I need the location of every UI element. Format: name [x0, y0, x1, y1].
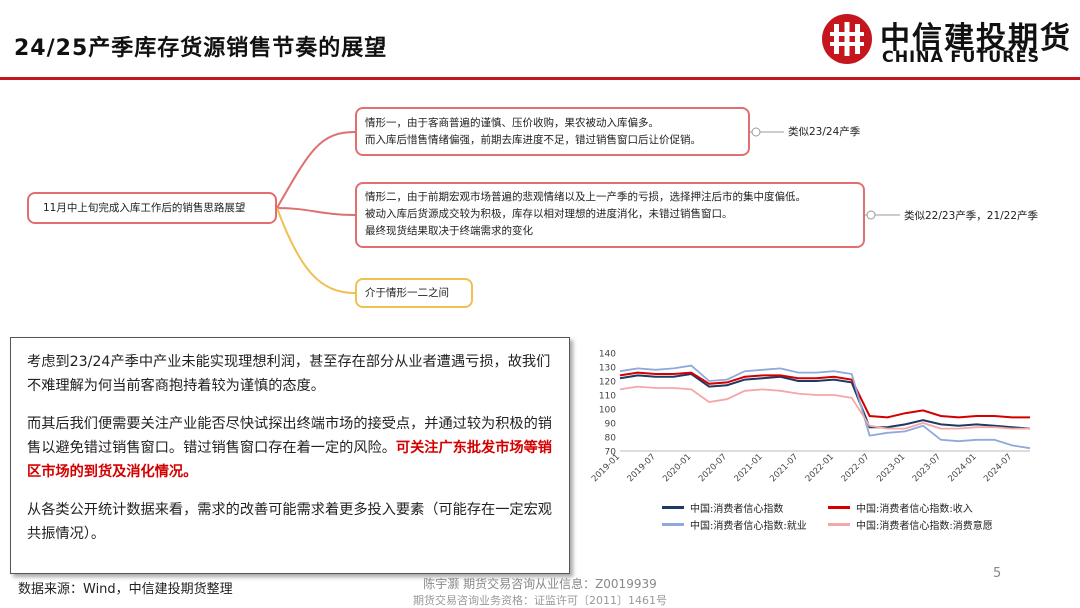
- title-divider: [0, 77, 1080, 80]
- y-tick-label: 130: [599, 364, 616, 374]
- data-source: 数据来源：Wind，中信建投期货整理: [18, 582, 233, 597]
- legend-item-1: 中国:消费者信心指数: [662, 500, 783, 515]
- branch-2-line-1: 情形二，由于前期宏观市场普遍的悲观情绪以及上一产季的亏损，选择押注后市的集中度偏…: [365, 191, 806, 203]
- logo-text-cn: 中信建投期货: [880, 21, 1072, 56]
- series-line-1: [619, 372, 1031, 430]
- branch-3-label: 介于情形一二之间: [365, 286, 449, 299]
- mindmap-branch-3: 介于情形一二之间: [355, 278, 473, 308]
- series-line-4: [619, 385, 1030, 430]
- legend-label-2: 中国:消费者信心指数:收入: [856, 504, 973, 515]
- commentary-paragraph-2-text: 而其后我们便需要关注产业能否尽快试探出终端市场的接受点，并通过较为积极的销售以避…: [27, 416, 552, 456]
- y-tick-label: 120: [599, 378, 616, 388]
- y-tick-label: 100: [599, 406, 616, 416]
- branch-2-line-2: 被动入库后货源成交较为积极，库存以相对理想的进度消化，未错过销售窗口。: [365, 208, 733, 220]
- x-tick-label: 2020-01: [661, 452, 693, 484]
- commentary-paragraph-1: 考虑到23/24产季中产业未能实现理想利润，甚至存在部分从业者遭遇亏损，故我们不…: [27, 354, 551, 394]
- x-tick-label: 2023-01: [875, 452, 907, 484]
- legend-label-1: 中国:消费者信心指数: [690, 504, 784, 515]
- x-tick-label: 2022-07: [840, 452, 872, 484]
- branch-1-side-note: 类似23/24产季: [788, 126, 861, 138]
- x-tick-label: 2023-07: [911, 452, 943, 484]
- branch-1-line-2: 而入库后惜售情绪偏强，前期去库进度不足，错过销售窗口后让价促销。: [365, 134, 701, 146]
- legend-swatch-1: [662, 506, 684, 509]
- logo-text-en: CHINA FUTURES: [882, 47, 1041, 66]
- legend-label-4: 中国:消费者信心指数:消费意愿: [856, 521, 993, 532]
- page-number: 5: [993, 566, 1002, 581]
- legend-item-3: 中国:消费者信心指数:就业: [662, 517, 807, 532]
- series-line-2: [619, 371, 1030, 419]
- x-tick-label: 2024-01: [946, 452, 978, 484]
- y-tick-label: 70: [605, 448, 617, 458]
- mindmap-center-label: 11月中上旬完成入库工作后的销售思路展望: [43, 201, 246, 214]
- x-tick-label: 2020-07: [697, 452, 729, 484]
- legend-swatch-2: [828, 506, 850, 509]
- citic-logo-icon: [822, 14, 872, 64]
- mindmap-branch-1: 情形一，由于客商普遍的谨慎、压价收购，果农被动入库偏多。 而入库后惜售情绪偏强，…: [355, 107, 750, 156]
- analyst-info: 陈宇灏 期货交易咨询从业信息：Z0019939: [423, 577, 657, 591]
- legend-swatch-4: [828, 523, 850, 526]
- commentary-paragraph-3: 从各类公开统计数据来看，需求的改善可能需求着更多投入要素（可能存在一定宏观共振情…: [27, 502, 552, 542]
- mindmap-connectors: [276, 127, 900, 294]
- commentary-paragraph-2: 而其后我们便需要关注产业能否尽快试探出终端市场的接受点，并通过较为积极的销售以避…: [27, 412, 553, 484]
- branch-2-line-3: 最终现货结果取决于终端需求的变化: [365, 225, 533, 237]
- mindmap-branch-2: 情形二，由于前期宏观市场普遍的悲观情绪以及上一产季的亏损，选择押注后市的集中度偏…: [355, 182, 865, 248]
- legend-item-4: 中国:消费者信心指数:消费意愿: [828, 517, 993, 532]
- y-tick-label: 140: [599, 350, 616, 360]
- legend-swatch-3: [662, 523, 684, 526]
- page-title: 24/25产季库存货源销售节奏的展望: [14, 36, 388, 61]
- y-tick-label: 80: [605, 434, 617, 444]
- x-tick-label: 2022-01: [804, 452, 836, 484]
- commentary-highlight: 可关注广东批发市场等销区市场的到货及消化情况。: [27, 440, 552, 480]
- license-info: 期货交易咨询业务资格：证监许可〔2011〕1461号: [413, 594, 667, 607]
- x-tick-label: 2024-07: [982, 452, 1014, 484]
- branch-2-side-note: 类似22/23产季，21/22产季: [904, 210, 1039, 222]
- x-tick-label: 2021-01: [733, 452, 765, 484]
- series-line-3: [619, 364, 1031, 450]
- x-tick-label: 2021-07: [768, 452, 800, 484]
- y-tick-label: 110: [599, 392, 616, 402]
- legend-label-3: 中国:消费者信心指数:就业: [690, 521, 807, 532]
- legend-item-2: 中国:消费者信心指数:收入: [828, 500, 973, 515]
- branch-1-line-1: 情形一，由于客商普遍的谨慎、压价收购，果农被动入库偏多。: [365, 117, 659, 129]
- commentary-box: 考虑到23/24产季中产业未能实现理想利润，甚至存在部分从业者遭遇亏损，故我们不…: [10, 337, 570, 574]
- y-tick-label: 90: [605, 420, 617, 430]
- mindmap-center-node: 11月中上旬完成入库工作后的销售思路展望: [27, 192, 277, 224]
- x-tick-label: 2019-07: [626, 452, 658, 484]
